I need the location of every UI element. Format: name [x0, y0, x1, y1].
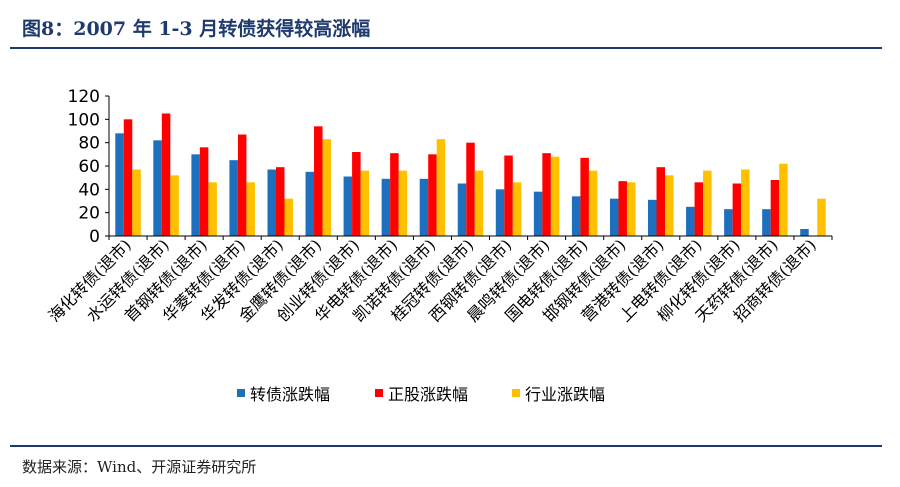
y-tick-label: 120 [68, 87, 100, 107]
bar-1-16 [686, 206, 695, 236]
bar-1-7 [343, 176, 353, 236]
bar-1-5 [267, 169, 276, 236]
legend: 转债涨跌幅 正股涨跌幅 行业涨跌幅 [237, 385, 605, 404]
bar-3-7 [360, 170, 370, 236]
bar-2-13 [580, 157, 589, 236]
bar-2-10 [466, 142, 475, 236]
bar-1-4 [229, 160, 238, 236]
bar-1-15 [648, 199, 657, 236]
bar-1-10 [457, 183, 467, 236]
bar-3-9 [436, 139, 446, 236]
bar-2-6 [314, 126, 323, 236]
bar-1-11 [495, 189, 505, 236]
y-tick-label: 40 [78, 180, 100, 200]
bar-3-6 [322, 139, 332, 236]
data-source-note: 数据来源：Wind、开源证券研究所 [22, 458, 257, 476]
bar-2-18 [770, 180, 780, 236]
bar-3-12 [550, 156, 560, 236]
bar-3-5 [284, 198, 293, 236]
bar-2-3 [199, 147, 209, 236]
bar-2-16 [694, 182, 704, 236]
bar-3-3 [208, 182, 217, 236]
legend-label-2: 正股涨跌幅 [388, 385, 468, 404]
bar-2-17 [732, 183, 742, 236]
y-tick-label: 60 [78, 157, 100, 177]
bar-2-11 [504, 155, 513, 236]
bar-1-12 [533, 191, 543, 236]
bar-2-9 [428, 154, 437, 236]
bar-3-11 [512, 182, 522, 236]
bar-3-1 [132, 169, 141, 236]
bar-3-10 [474, 170, 484, 236]
bar-3-16 [703, 170, 712, 236]
bar-chart: 020406080100120海化转债(退市)水运转债(退市)首钢转债(退市)华… [45, 87, 833, 404]
bar-1-13 [571, 196, 581, 236]
source-divider [10, 445, 882, 447]
bar-1-19 [800, 229, 809, 236]
bar-1-17 [724, 209, 733, 236]
legend-swatch-2 [375, 389, 383, 397]
legend-label-1: 转债涨跌幅 [250, 385, 330, 404]
bar-2-2 [161, 113, 171, 236]
bar-3-2 [170, 175, 179, 236]
bar-3-17 [741, 169, 750, 236]
bar-1-2 [153, 140, 162, 236]
y-tick-label: 100 [68, 110, 100, 130]
legend-swatch-3 [512, 389, 520, 397]
bar-2-15 [656, 167, 666, 236]
bar-3-13 [588, 170, 598, 236]
y-tick-label: 20 [78, 204, 100, 224]
bar-1-9 [419, 178, 429, 236]
y-tick-label: 80 [78, 134, 100, 154]
bar-1-18 [762, 209, 771, 236]
bar-3-4 [246, 182, 255, 236]
bar-1-1 [115, 133, 124, 236]
bar-1-6 [305, 171, 315, 236]
bar-2-4 [237, 134, 247, 236]
plot-area: 020406080100120海化转债(退市)水运转债(退市)首钢转债(退市)华… [45, 87, 833, 326]
bar-2-1 [123, 119, 133, 236]
bar-3-18 [779, 163, 788, 236]
bar-2-8 [390, 153, 399, 236]
bar-3-8 [398, 170, 408, 236]
bar-3-14 [626, 182, 636, 236]
bar-1-8 [381, 178, 391, 236]
legend-swatch-1 [237, 389, 245, 397]
bar-2-14 [618, 181, 627, 236]
y-tick-label: 0 [89, 227, 100, 247]
title-divider [10, 47, 882, 49]
legend-label-3: 行业涨跌幅 [525, 385, 605, 404]
bar-1-14 [609, 198, 619, 236]
bar-2-5 [275, 167, 285, 236]
bar-2-7 [352, 152, 361, 236]
bar-3-15 [665, 175, 674, 236]
bar-2-12 [542, 153, 551, 236]
bar-1-3 [191, 154, 200, 236]
bar-3-19 [817, 198, 826, 236]
figure-title: 图8：2007 年 1-3 月转债获得较高涨幅 [22, 18, 371, 40]
